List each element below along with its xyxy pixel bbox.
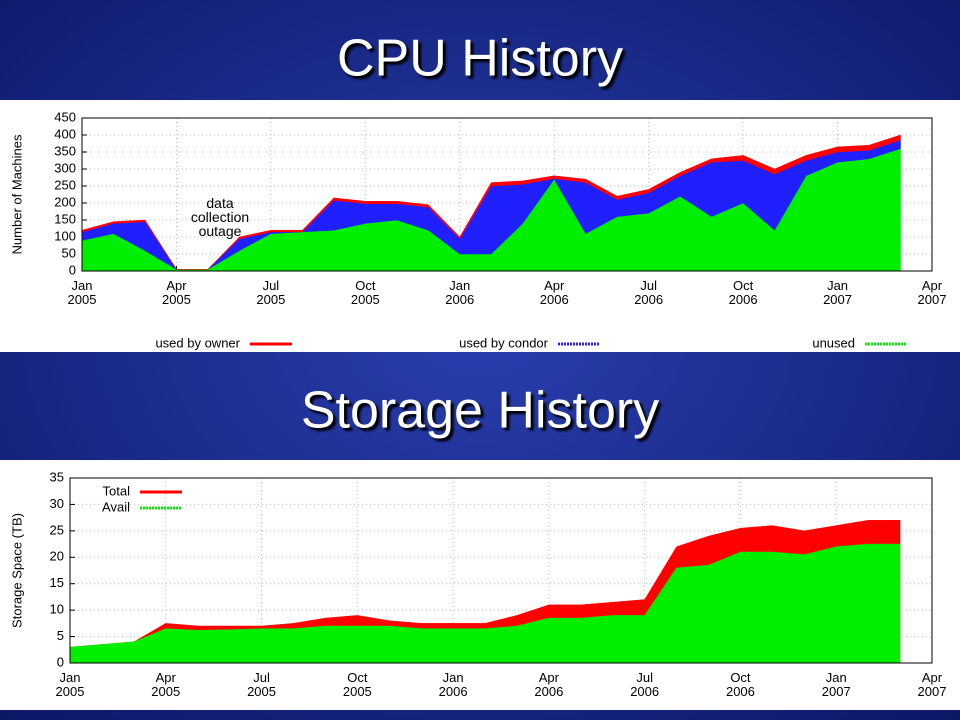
legend-label: used by owner [155, 335, 240, 350]
y-tick-label: 25 [50, 522, 64, 537]
y-tick-label: 300 [54, 160, 76, 175]
x-tick-label: Jan 2006 [445, 278, 475, 307]
slide-title: CPU History [337, 30, 623, 88]
x-tick-label: Jul 2006 [630, 670, 660, 699]
y-tick-label: 150 [54, 211, 76, 226]
plot-frame [81, 117, 933, 272]
y-tick-label: 0 [57, 654, 64, 669]
x-tick-label: Oct 2006 [725, 670, 755, 699]
legend-label: used by condor [459, 335, 549, 350]
annotation: data collection outage [190, 195, 250, 239]
x-tick-label: Apr 2006 [534, 670, 564, 699]
x-tick-label: Jul 2005 [256, 278, 286, 307]
x-tick-label: Apr 2005 [161, 278, 191, 307]
x-tick-label: Jan 2005 [67, 278, 97, 307]
legend-label: unused [812, 335, 855, 350]
area [81, 134, 901, 270]
y-tick-label: 15 [50, 575, 64, 590]
y-tick-label: 35 [50, 469, 64, 484]
y-tick-label: 20 [50, 549, 64, 564]
x-tick-label: Oct 2005 [342, 670, 372, 699]
x-tick-label: Jul 2005 [247, 670, 276, 699]
x-tick-label: Oct 2005 [350, 278, 380, 307]
x-tick-label: Apr 2007 [917, 670, 947, 699]
y-tick-label: 200 [54, 194, 76, 209]
x-tick-label: Oct 2006 [728, 278, 758, 307]
slide-title: Storage History [301, 382, 659, 440]
x-tick-label: Jan 2007 [823, 278, 852, 307]
x-tick-label: Apr 2007 [917, 278, 947, 307]
y-tick-label: 450 [54, 109, 76, 124]
legend-label: Total [103, 483, 131, 498]
y-tick-label: 250 [54, 177, 76, 192]
y-tick-label: 30 [50, 496, 64, 511]
y-tick-label: 400 [54, 126, 76, 141]
x-tick-label: Apr 2005 [151, 670, 181, 699]
y-tick-label: 100 [54, 228, 76, 243]
y-axis-label: Storage Space (TB) [9, 513, 24, 628]
y-tick-label: 5 [57, 628, 64, 643]
x-tick-label: Jul 2006 [634, 278, 664, 307]
x-tick-label: Jan 2005 [55, 670, 85, 699]
x-tick-label: Jan 2006 [438, 670, 468, 699]
y-tick-label: 50 [62, 245, 76, 260]
y-tick-label: 10 [50, 602, 64, 617]
x-tick-label: Jan 2007 [821, 670, 851, 699]
y-tick-label: 350 [54, 143, 76, 158]
y-tick-label: 0 [69, 262, 76, 277]
y-axis-label: Number of Machines [9, 134, 24, 254]
plot-frame [69, 477, 933, 664]
x-tick-label: Apr 2006 [539, 278, 569, 307]
legend-label: Avail [102, 499, 130, 514]
